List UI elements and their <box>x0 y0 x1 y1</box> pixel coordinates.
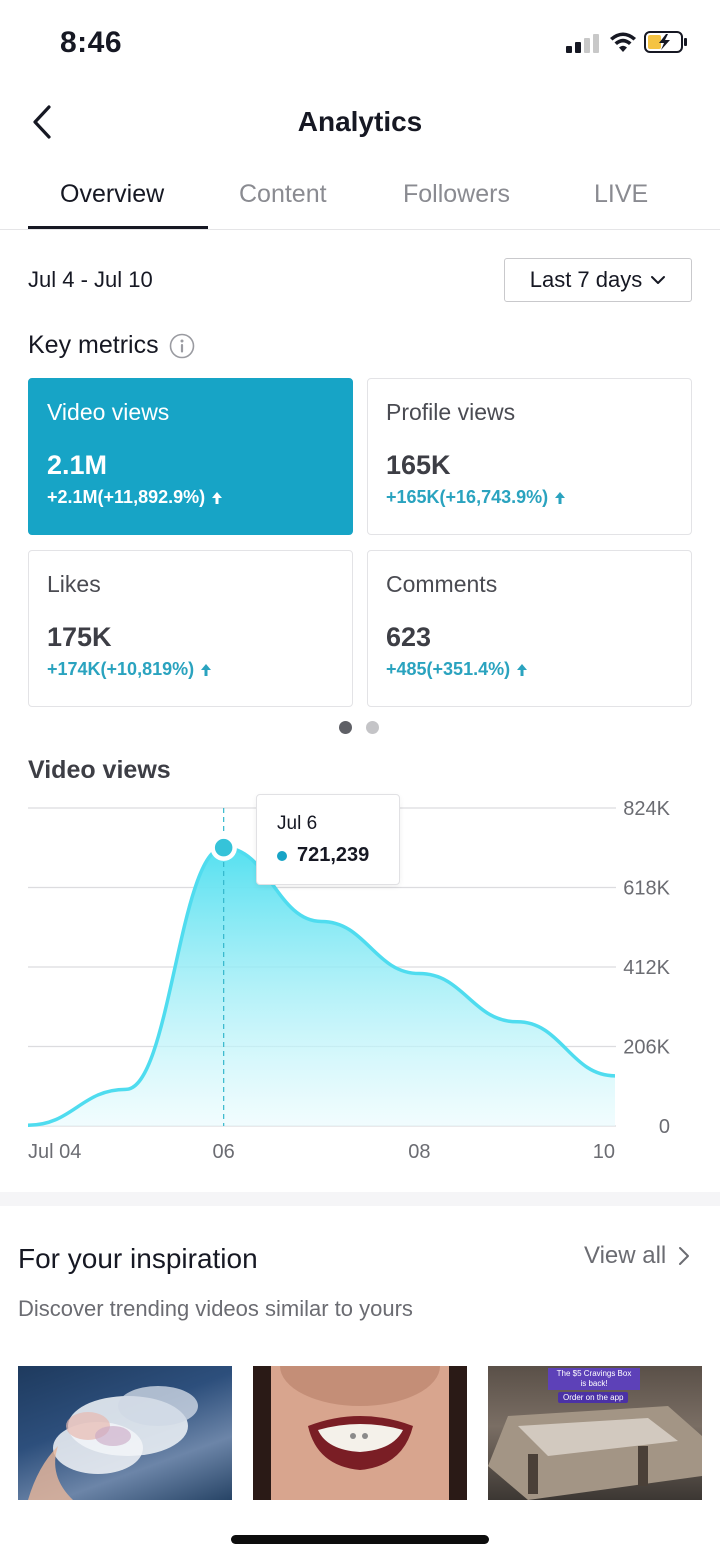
y-tick-label: 618K <box>623 878 670 900</box>
chevron-left-icon <box>33 105 51 139</box>
chart-tooltip: Jul 6 721,239 <box>256 794 400 885</box>
arrow-up-icon <box>201 663 212 676</box>
inspiration-video-thumbnail[interactable] <box>253 1366 467 1500</box>
y-tick-label: 824K <box>623 798 670 820</box>
tab-bar: Overview Content Followers LIVE <box>0 160 720 230</box>
x-tick-label: 06 <box>213 1141 235 1163</box>
inspiration-title: For your inspiration <box>18 1243 258 1274</box>
metric-delta: +174K(+10,819%) <box>47 659 334 680</box>
arrow-up-icon <box>212 491 223 504</box>
metric-label: Profile views <box>386 399 516 425</box>
arrow-up-icon <box>555 491 566 504</box>
metric-delta-text: +485(+351.4%) <box>386 659 511 679</box>
tooltip-value-row: 721,239 <box>277 844 379 867</box>
chart-area <box>28 847 615 1126</box>
metric-value: 623 <box>386 622 432 652</box>
metric-label: Comments <box>386 571 498 597</box>
active-tab-indicator <box>28 226 208 229</box>
chart-cursor-point[interactable] <box>210 834 237 861</box>
battery-charging-icon <box>644 31 687 53</box>
thumbnail-clouds-image <box>28 1386 198 1500</box>
view-all-link[interactable]: View all <box>584 1242 690 1270</box>
banner-line: is back! <box>580 1379 608 1388</box>
inspiration-video-thumbnail[interactable] <box>18 1366 232 1500</box>
thumbnail-room-image <box>488 1406 702 1500</box>
inspiration-video-thumbnail[interactable]: The $5 Cravings Box is back! Order on th… <box>488 1366 702 1500</box>
metric-card-video-views[interactable]: Video views 2.1M +2.1M(+11,892.9%) <box>28 378 353 535</box>
cellular-signal-icon <box>566 33 602 53</box>
thumbnail-smile-image <box>253 1366 467 1500</box>
page-title: Analytics <box>297 106 423 137</box>
tooltip-value: 721,239 <box>297 844 370 866</box>
inspiration-subtitle: Discover trending videos similar to your… <box>18 1296 413 1321</box>
series-dot <box>277 850 287 861</box>
tab-overview[interactable]: Overview <box>60 180 165 208</box>
tooltip-date: Jul 6 <box>277 813 318 834</box>
metric-card-comments[interactable]: Comments 623 +485(+351.4%) <box>367 550 692 707</box>
wifi-icon <box>610 32 636 52</box>
metric-delta-text: +165K(+16,743.9%) <box>386 487 549 507</box>
pager-dot-active[interactable] <box>339 721 352 734</box>
metric-delta: +2.1M(+11,892.9%) <box>47 487 334 508</box>
status-bar: 8:46 <box>0 0 720 88</box>
arrow-up-icon <box>517 663 528 676</box>
key-metrics-title: Key metrics <box>28 331 159 359</box>
thumbnail-ad-banner: The $5 Cravings Box is back! <box>548 1368 640 1390</box>
tab-live[interactable]: LIVE <box>594 180 649 208</box>
chart-title: Video views <box>28 756 171 784</box>
metric-label: Likes <box>47 571 101 597</box>
nav-header: Analytics <box>0 88 720 158</box>
x-tick-label: 10 <box>593 1141 615 1163</box>
thumbnail-ad-badge: Order on the app <box>558 1392 629 1403</box>
metric-card-profile-views[interactable]: Profile views 165K +165K(+16,743.9%) <box>367 378 692 535</box>
metric-delta-text: +2.1M(+11,892.9%) <box>47 487 206 507</box>
info-icon[interactable] <box>169 333 195 359</box>
key-metrics-heading: Key metrics <box>28 331 195 360</box>
y-tick-label: 206K <box>623 1037 670 1059</box>
date-range-text: Jul 4 - Jul 10 <box>28 267 153 292</box>
pager-dot[interactable] <box>366 721 379 734</box>
back-button[interactable] <box>22 102 62 142</box>
video-views-chart[interactable]: 824K 618K 412K 206K 0 Jul 04 06 08 10 <box>0 790 720 1180</box>
tab-followers[interactable]: Followers <box>403 180 510 208</box>
metric-value: 165K <box>386 450 451 480</box>
x-tick-label: Jul 04 <box>28 1141 81 1163</box>
status-time: 8:46 <box>60 26 123 59</box>
date-range-select[interactable]: Last 7 days <box>504 258 692 302</box>
metric-label: Video views <box>47 399 170 425</box>
banner-line: The $5 Cravings Box <box>556 1369 632 1378</box>
chevron-right-icon <box>679 1247 690 1265</box>
tab-content[interactable]: Content <box>239 180 327 208</box>
view-all-label: View all <box>584 1242 667 1269</box>
metric-value: 2.1M <box>47 450 108 480</box>
metric-delta: +165K(+16,743.9%) <box>386 487 673 508</box>
chevron-down-icon <box>651 276 666 284</box>
y-tick-label: 412K <box>623 957 670 979</box>
metric-delta: +485(+351.4%) <box>386 659 673 680</box>
metric-card-likes[interactable]: Likes 175K +174K(+10,819%) <box>28 550 353 707</box>
x-tick-label: 08 <box>408 1141 430 1163</box>
date-range-select-value: Last 7 days <box>529 267 643 292</box>
section-divider <box>0 1192 720 1206</box>
metric-delta-text: +174K(+10,819%) <box>47 659 195 679</box>
metrics-pager[interactable] <box>339 721 379 734</box>
chart-line <box>27 845 616 1127</box>
metric-value: 175K <box>47 622 112 652</box>
home-indicator <box>231 1535 489 1544</box>
y-tick-label: 0 <box>659 1116 670 1138</box>
